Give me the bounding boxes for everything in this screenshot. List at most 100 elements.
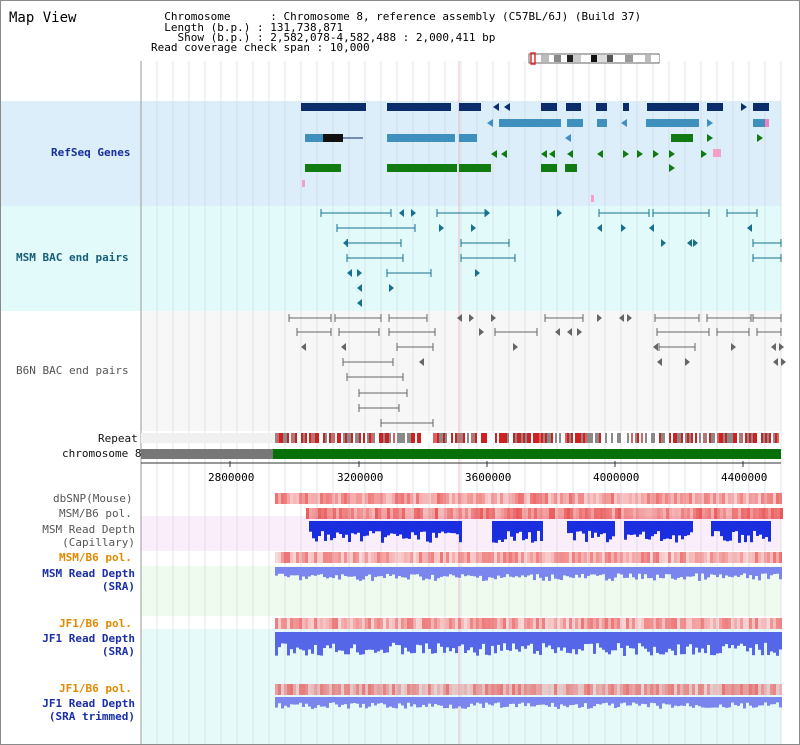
polymorphism-cell bbox=[506, 552, 509, 563]
polymorphism-cell bbox=[680, 493, 683, 504]
polymorphism-cell bbox=[644, 618, 647, 629]
gene-block bbox=[387, 134, 455, 142]
repeat-mark bbox=[531, 433, 533, 443]
polymorphism-cell bbox=[290, 618, 293, 629]
polymorphism-cell bbox=[752, 552, 755, 563]
polymorphism-cell bbox=[410, 493, 413, 504]
polymorphism-cell bbox=[629, 552, 632, 563]
gene-block bbox=[647, 103, 699, 111]
read-depth-bar bbox=[332, 567, 335, 579]
repeat-mark bbox=[627, 433, 629, 443]
read-depth-bar bbox=[413, 697, 416, 705]
read-depth-bar bbox=[716, 632, 719, 654]
polymorphism-cell bbox=[548, 552, 551, 563]
polymorphism-cell bbox=[296, 684, 299, 695]
polymorphism-cell bbox=[539, 618, 542, 629]
polymorphism-cell bbox=[308, 618, 311, 629]
ideogram-band bbox=[531, 55, 541, 62]
polymorphism-cell bbox=[498, 508, 501, 519]
bac-end-arrow bbox=[687, 239, 692, 247]
repeat-mark bbox=[393, 433, 395, 443]
polymorphism-cell bbox=[713, 552, 716, 563]
polymorphism-cell bbox=[341, 552, 344, 563]
polymorphism-cell bbox=[386, 552, 389, 563]
repeat-mark bbox=[619, 433, 621, 443]
polymorphism-cell bbox=[662, 552, 665, 563]
polymorphism-cell bbox=[452, 618, 455, 629]
repeat-mark bbox=[339, 433, 341, 443]
read-depth-bar bbox=[677, 697, 680, 707]
polymorphism-cell bbox=[363, 508, 366, 519]
read-depth-bar bbox=[333, 521, 336, 539]
read-depth-bar bbox=[527, 697, 530, 704]
read-depth-bar bbox=[350, 567, 353, 577]
read-depth-bar bbox=[740, 632, 743, 644]
read-depth-bar bbox=[440, 632, 443, 647]
read-depth-bar bbox=[626, 632, 629, 646]
polymorphism-cell bbox=[299, 618, 302, 629]
read-depth-bar bbox=[692, 632, 695, 655]
repeat-mark bbox=[373, 433, 375, 443]
polymorphism-cell bbox=[650, 493, 653, 504]
read-depth-bar bbox=[644, 697, 647, 705]
repeat-mark bbox=[629, 433, 631, 443]
gene-block bbox=[302, 180, 305, 187]
repeat-mark bbox=[495, 433, 497, 443]
read-depth-bar bbox=[717, 521, 720, 532]
polymorphism-cell bbox=[713, 618, 716, 629]
polymorphism-cell bbox=[566, 552, 569, 563]
read-depth-bar bbox=[744, 521, 747, 543]
gene-arrow bbox=[501, 150, 507, 158]
repeat-mark bbox=[545, 433, 547, 443]
repeat-mark bbox=[589, 433, 591, 443]
read-depth-bar bbox=[380, 632, 383, 650]
polymorphism-cell bbox=[557, 684, 560, 695]
read-depth-bar bbox=[380, 567, 383, 577]
repeat-mark bbox=[389, 433, 391, 443]
polymorphism-cell bbox=[683, 552, 686, 563]
read-depth-bar bbox=[770, 567, 773, 576]
read-depth-bar bbox=[545, 697, 548, 706]
polymorphism-cell bbox=[603, 508, 606, 519]
polymorphism-cell bbox=[539, 684, 542, 695]
polymorphism-cell bbox=[497, 493, 500, 504]
read-depth-bar bbox=[551, 697, 554, 703]
label-jf1-depth-trimmed: JF1 Read Depth (SRA trimmed) bbox=[42, 697, 135, 723]
polymorphism-cell bbox=[776, 684, 779, 695]
bac-end-arrow bbox=[567, 328, 572, 336]
polymorphism-cell bbox=[473, 493, 476, 504]
gene-block bbox=[541, 103, 557, 111]
read-depth-bar bbox=[635, 632, 638, 655]
polymorphism-cell bbox=[320, 618, 323, 629]
repeat-mark bbox=[337, 433, 339, 443]
read-depth-bar bbox=[570, 521, 573, 533]
repeat-mark bbox=[387, 433, 389, 443]
polymorphism-cell bbox=[516, 508, 519, 519]
read-depth-bar bbox=[719, 697, 722, 705]
polymorphism-cell bbox=[575, 552, 578, 563]
polymorphism-cell bbox=[644, 684, 647, 695]
polymorphism-cell bbox=[365, 618, 368, 629]
polymorphism-cell bbox=[749, 493, 752, 504]
polymorphism-cell bbox=[387, 508, 390, 519]
repeat-mark bbox=[613, 433, 615, 443]
bac-end-arrow bbox=[357, 284, 362, 292]
polymorphism-cell bbox=[647, 618, 650, 629]
read-depth-bar bbox=[278, 632, 281, 648]
polymorphism-cell bbox=[581, 684, 584, 695]
read-depth-bar bbox=[719, 567, 722, 575]
polymorphism-cell bbox=[500, 618, 503, 629]
polymorphism-cell bbox=[704, 493, 707, 504]
polymorphism-cell bbox=[632, 684, 635, 695]
read-depth-bar bbox=[665, 697, 668, 705]
polymorphism-cell bbox=[668, 684, 671, 695]
read-depth-bar bbox=[369, 521, 372, 531]
polymorphism-cell bbox=[506, 684, 509, 695]
polymorphism-cell bbox=[389, 618, 392, 629]
gene-arrow bbox=[597, 150, 603, 158]
polymorphism-cell bbox=[552, 508, 555, 519]
polymorphism-cell bbox=[296, 493, 299, 504]
read-depth-bar bbox=[704, 697, 707, 708]
chromosome-bar bbox=[273, 449, 781, 459]
